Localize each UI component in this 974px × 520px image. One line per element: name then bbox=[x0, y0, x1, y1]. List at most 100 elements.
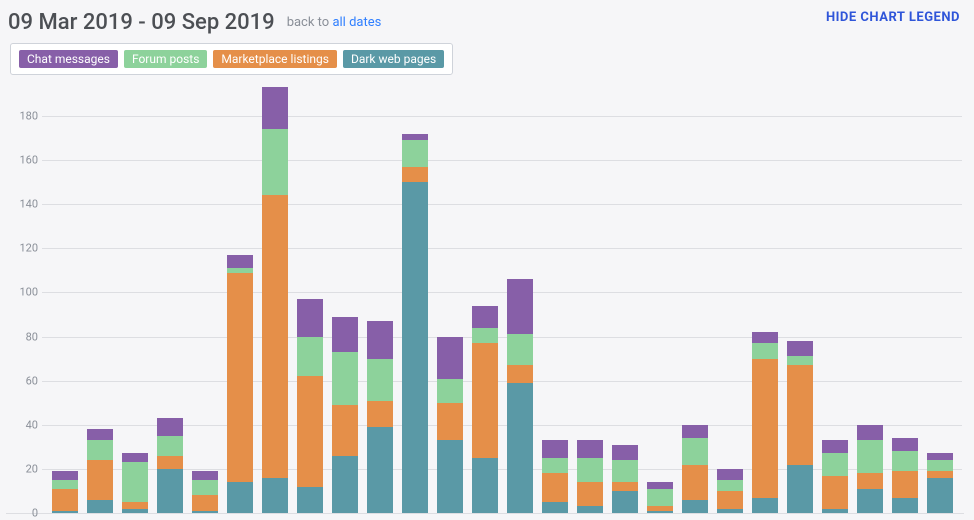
y-tick-label: 0 bbox=[32, 507, 38, 520]
back-to-prefix: back to bbox=[287, 15, 333, 30]
bar-column[interactable] bbox=[87, 429, 113, 513]
bar-column[interactable] bbox=[262, 87, 288, 513]
bar-segment-chat bbox=[927, 453, 953, 460]
bar-segment-market bbox=[332, 405, 358, 456]
bar-segment-chat bbox=[122, 453, 148, 462]
bar-column[interactable] bbox=[402, 134, 428, 513]
bar-segment-market bbox=[612, 482, 638, 491]
bar-segment-dark bbox=[682, 500, 708, 513]
bar-segment-market bbox=[122, 502, 148, 509]
bar-segment-chat bbox=[262, 87, 288, 129]
bar-segment-dark bbox=[437, 440, 463, 513]
bar-column[interactable] bbox=[682, 425, 708, 513]
y-tick-label: 160 bbox=[19, 154, 38, 167]
bar-segment-chat bbox=[297, 299, 323, 336]
bar-segment-market bbox=[157, 456, 183, 469]
bar-segment-chat bbox=[52, 471, 78, 480]
bar-segment-forum bbox=[717, 480, 743, 491]
bar-column[interactable] bbox=[367, 321, 393, 513]
bar-segment-forum bbox=[122, 462, 148, 502]
bar-segment-dark bbox=[857, 489, 883, 513]
bar-column[interactable] bbox=[717, 469, 743, 513]
bar-segment-dark bbox=[297, 487, 323, 513]
bar-column[interactable] bbox=[927, 453, 953, 513]
bar-segment-market bbox=[297, 376, 323, 486]
bar-segment-market bbox=[52, 489, 78, 511]
bar-segment-forum bbox=[892, 451, 918, 471]
y-tick-label: 80 bbox=[26, 330, 38, 343]
bar-segment-market bbox=[542, 473, 568, 502]
legend-item-chat[interactable]: Chat messages bbox=[19, 50, 118, 68]
bar-column[interactable] bbox=[437, 337, 463, 513]
bar-segment-forum bbox=[577, 458, 603, 482]
bar-segment-chat bbox=[367, 321, 393, 358]
bar-column[interactable] bbox=[52, 471, 78, 513]
y-axis: 020406080100120140160180 bbox=[6, 83, 42, 513]
bar-segment-chat bbox=[787, 341, 813, 356]
bar-column[interactable] bbox=[227, 255, 253, 513]
all-dates-link[interactable]: all dates bbox=[332, 15, 381, 30]
bar-segment-market bbox=[262, 195, 288, 477]
bar-segment-chat bbox=[472, 306, 498, 328]
bar-segment-market bbox=[192, 495, 218, 510]
bar-column[interactable] bbox=[577, 440, 603, 513]
y-tick-label: 100 bbox=[19, 286, 38, 299]
bar-segment-dark bbox=[507, 383, 533, 513]
bar-segment-dark bbox=[87, 500, 113, 513]
bar-segment-market bbox=[437, 403, 463, 440]
bar-segment-market bbox=[682, 465, 708, 500]
y-tick-label: 40 bbox=[26, 418, 38, 431]
bar-segment-chat bbox=[87, 429, 113, 440]
bar-segment-chat bbox=[752, 332, 778, 343]
bar-column[interactable] bbox=[822, 440, 848, 513]
hide-chart-legend-button[interactable]: HIDE CHART LEGEND bbox=[826, 10, 960, 25]
bar-column[interactable] bbox=[787, 341, 813, 513]
bar-segment-forum bbox=[472, 328, 498, 343]
bar-column[interactable] bbox=[122, 453, 148, 513]
bar-segment-chat bbox=[647, 482, 673, 489]
bar-segment-forum bbox=[752, 343, 778, 358]
bar-column[interactable] bbox=[857, 425, 883, 513]
bar-segment-dark bbox=[367, 427, 393, 513]
back-to-text: back to all dates bbox=[287, 15, 382, 30]
bar-segment-chat bbox=[507, 279, 533, 334]
bar-column[interactable] bbox=[892, 438, 918, 513]
bar-column[interactable] bbox=[157, 418, 183, 513]
legend-item-forum[interactable]: Forum posts bbox=[124, 50, 207, 68]
bar-segment-market bbox=[857, 473, 883, 488]
bar-column[interactable] bbox=[332, 317, 358, 513]
bar-segment-forum bbox=[262, 129, 288, 195]
bar-segment-forum bbox=[437, 379, 463, 403]
bar-column[interactable] bbox=[647, 482, 673, 513]
chart-area: 020406080100120140160180 AprMayJunJulAug… bbox=[6, 83, 964, 514]
chart-container: 09 Mar 2019 - 09 Sep 2019 back to all da… bbox=[0, 0, 974, 520]
bar-segment-chat bbox=[822, 440, 848, 453]
bar-segment-market bbox=[927, 471, 953, 478]
bar-segment-dark bbox=[402, 182, 428, 513]
bar-segment-dark bbox=[927, 478, 953, 513]
bar-column[interactable] bbox=[297, 299, 323, 513]
stacked-bars bbox=[42, 83, 962, 513]
bar-segment-forum bbox=[647, 489, 673, 507]
bar-segment-chat bbox=[682, 425, 708, 438]
bar-segment-forum bbox=[857, 440, 883, 473]
bar-segment-dark bbox=[577, 506, 603, 513]
bar-segment-forum bbox=[612, 460, 638, 482]
legend-item-market[interactable]: Marketplace listings bbox=[213, 50, 337, 68]
bar-column[interactable] bbox=[192, 471, 218, 513]
bar-column[interactable] bbox=[612, 445, 638, 513]
legend-item-dark[interactable]: Dark web pages bbox=[343, 50, 444, 68]
bar-segment-market bbox=[472, 343, 498, 458]
bar-segment-market bbox=[367, 401, 393, 427]
bar-segment-market bbox=[507, 365, 533, 383]
bar-column[interactable] bbox=[472, 306, 498, 513]
bar-segment-chat bbox=[227, 255, 253, 268]
bar-column[interactable] bbox=[752, 332, 778, 513]
bar-segment-dark bbox=[472, 458, 498, 513]
bar-segment-dark bbox=[612, 491, 638, 513]
bar-segment-dark bbox=[262, 478, 288, 513]
bar-segment-forum bbox=[192, 480, 218, 495]
bar-column[interactable] bbox=[507, 279, 533, 513]
y-tick-label: 180 bbox=[19, 110, 38, 123]
bar-column[interactable] bbox=[542, 440, 568, 513]
